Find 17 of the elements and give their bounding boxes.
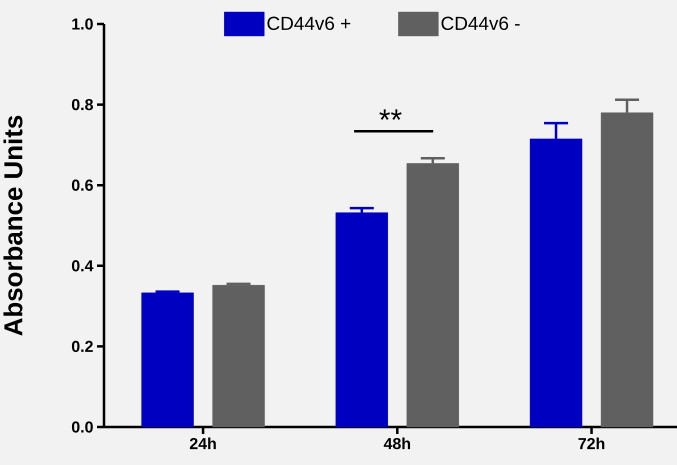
y-tick-label: 0.4 [72, 260, 94, 272]
y-tick-label: 0.2 [72, 340, 93, 352]
bar [141, 292, 194, 428]
legend-label: CD44v6 + [267, 16, 350, 30]
bar [336, 212, 388, 428]
bar [212, 284, 265, 428]
x-tick-label: 72h [578, 438, 604, 450]
y-axis-title: Absorbance Units [3, 116, 22, 336]
x-tick-label: 48h [384, 438, 410, 450]
y-tick-label: 1.0 [72, 18, 93, 30]
bar [406, 163, 459, 428]
y-tick-label: 0.8 [72, 98, 93, 110]
x-tick-label: 24h [190, 438, 216, 450]
y-tick-label: 0.0 [72, 421, 93, 433]
legend-label: CD44v6 - [442, 16, 520, 30]
annotation: ** [379, 109, 402, 120]
y-tick-label: 0.6 [72, 180, 93, 191]
